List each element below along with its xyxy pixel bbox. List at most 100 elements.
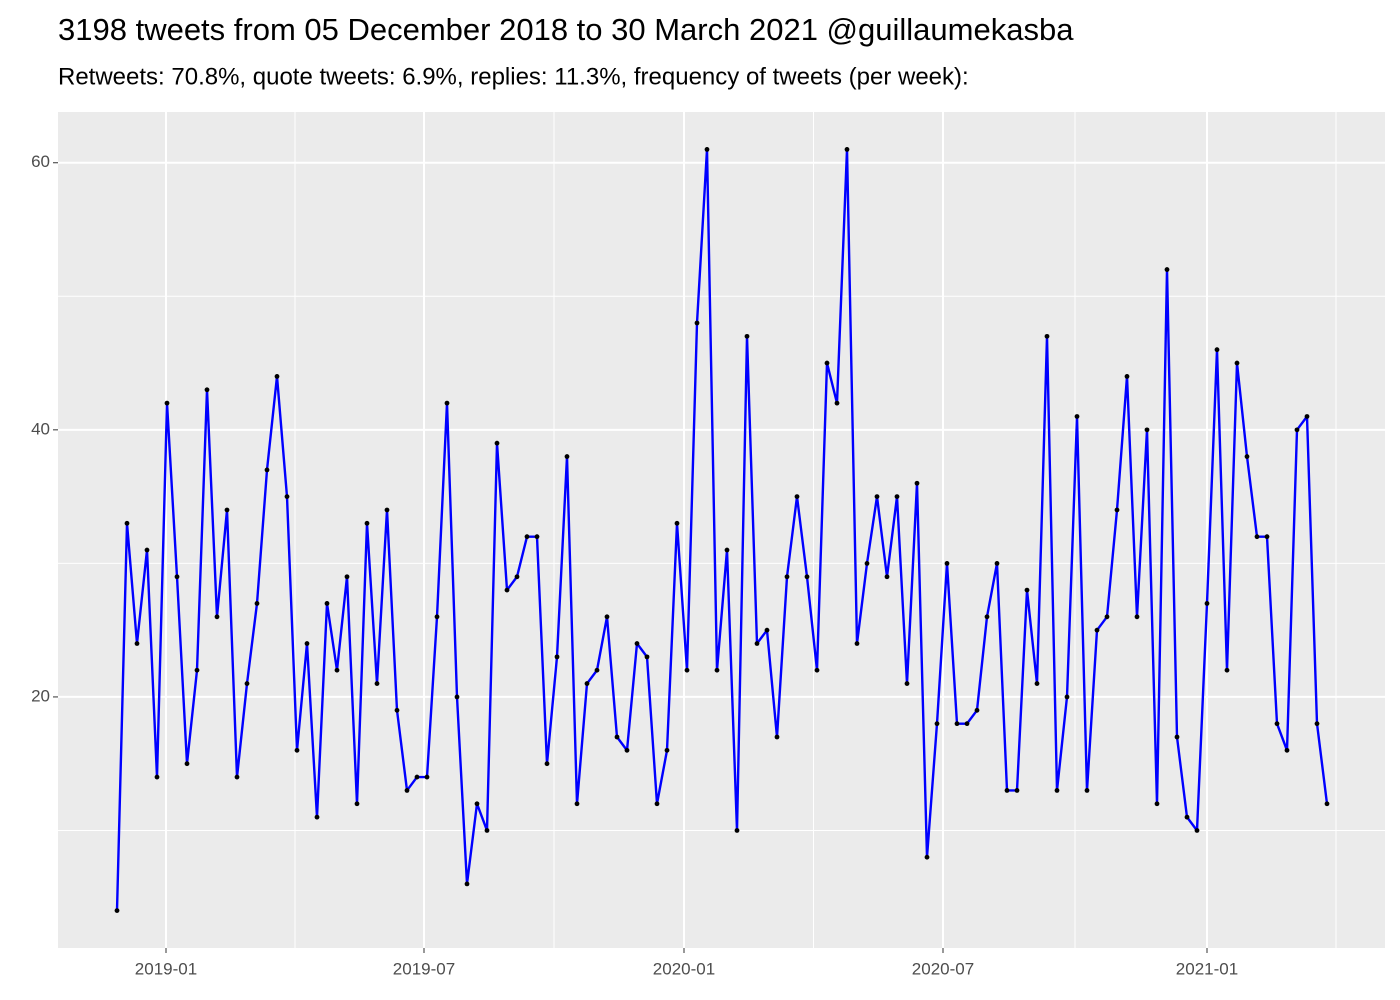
data-point bbox=[404, 788, 410, 793]
data-point bbox=[394, 707, 400, 713]
data-point bbox=[574, 801, 580, 807]
data-point bbox=[444, 400, 450, 406]
data-point bbox=[544, 761, 550, 767]
x-tick-label: 2019-07 bbox=[393, 959, 455, 978]
data-point bbox=[654, 801, 660, 807]
data-point bbox=[1054, 788, 1060, 793]
data-point bbox=[234, 774, 240, 780]
data-point bbox=[304, 641, 310, 646]
data-point bbox=[844, 146, 850, 152]
data-point bbox=[854, 641, 860, 646]
data-line bbox=[115, 148, 1329, 911]
data-point bbox=[384, 507, 390, 513]
data-point bbox=[174, 574, 180, 580]
data-point bbox=[634, 641, 640, 646]
data-point bbox=[274, 374, 280, 379]
data-point bbox=[674, 520, 680, 526]
data-point bbox=[1114, 507, 1120, 513]
data-point bbox=[454, 694, 460, 700]
data-point bbox=[764, 627, 770, 633]
data-point bbox=[494, 440, 500, 446]
data-point bbox=[124, 520, 130, 526]
data-point bbox=[894, 494, 900, 500]
data-point bbox=[934, 721, 940, 727]
data-point bbox=[984, 614, 990, 620]
data-point bbox=[514, 574, 520, 580]
data-point bbox=[284, 494, 290, 500]
data-point bbox=[954, 721, 960, 727]
data-point bbox=[1044, 333, 1050, 339]
data-point bbox=[414, 774, 420, 780]
data-point bbox=[534, 534, 540, 540]
data-point bbox=[1304, 414, 1310, 419]
data-point bbox=[1124, 374, 1130, 379]
data-point bbox=[1174, 734, 1180, 740]
data-point bbox=[1284, 747, 1290, 753]
data-point bbox=[904, 681, 910, 686]
data-point bbox=[434, 614, 440, 620]
data-point bbox=[664, 747, 670, 753]
data-point bbox=[294, 747, 300, 753]
data-point bbox=[1324, 801, 1330, 807]
data-point bbox=[604, 614, 610, 620]
data-point bbox=[724, 547, 730, 553]
data-point bbox=[464, 881, 470, 887]
data-point bbox=[994, 560, 1000, 566]
data-point bbox=[1144, 427, 1150, 433]
data-point bbox=[594, 667, 600, 673]
data-point bbox=[224, 507, 230, 513]
data-point bbox=[314, 814, 320, 820]
x-tick-label: 2021-01 bbox=[1176, 959, 1238, 978]
data-point bbox=[204, 387, 210, 393]
data-point bbox=[924, 854, 930, 860]
data-point bbox=[1034, 681, 1040, 686]
data-point bbox=[564, 454, 570, 459]
data-point bbox=[814, 667, 820, 673]
data-point bbox=[324, 601, 330, 606]
data-point bbox=[744, 333, 750, 339]
data-point bbox=[264, 467, 270, 473]
data-point bbox=[684, 667, 690, 673]
data-point bbox=[364, 520, 370, 526]
data-point bbox=[1024, 587, 1030, 593]
data-point bbox=[1224, 667, 1230, 673]
data-point bbox=[134, 641, 140, 646]
data-point bbox=[164, 400, 170, 406]
data-point bbox=[254, 601, 260, 606]
data-point bbox=[214, 614, 220, 620]
data-point bbox=[1264, 534, 1270, 540]
chart-title: 3198 tweets from 05 December 2018 to 30 … bbox=[58, 12, 1074, 47]
data-point bbox=[524, 534, 530, 540]
data-point bbox=[794, 494, 800, 500]
y-tick-label: 20 bbox=[31, 686, 50, 705]
data-point bbox=[1194, 828, 1200, 833]
data-point bbox=[974, 707, 980, 713]
data-point bbox=[964, 721, 970, 727]
data-point bbox=[1314, 721, 1320, 727]
data-point bbox=[424, 774, 430, 780]
data-point bbox=[714, 667, 720, 673]
chart-subtitle: Retweets: 70.8%, quote tweets: 6.9%, rep… bbox=[58, 63, 969, 90]
data-point bbox=[334, 667, 340, 673]
data-point bbox=[1204, 601, 1210, 606]
data-point bbox=[344, 574, 350, 580]
data-point bbox=[1084, 788, 1090, 793]
plot-panel bbox=[58, 112, 1385, 948]
data-point bbox=[834, 400, 840, 406]
data-point bbox=[614, 734, 620, 740]
x-tick-label: 2020-07 bbox=[912, 959, 974, 978]
data-point bbox=[584, 681, 590, 686]
data-point bbox=[1184, 814, 1190, 820]
data-point bbox=[944, 560, 950, 566]
data-point bbox=[1154, 801, 1160, 807]
data-point bbox=[874, 494, 880, 500]
data-point bbox=[1064, 694, 1070, 700]
data-point bbox=[804, 574, 810, 580]
y-tick-label: 60 bbox=[31, 152, 50, 171]
data-point bbox=[644, 654, 650, 660]
x-tick-label: 2019-01 bbox=[135, 959, 197, 978]
data-point bbox=[1014, 788, 1020, 793]
data-point bbox=[114, 908, 120, 914]
